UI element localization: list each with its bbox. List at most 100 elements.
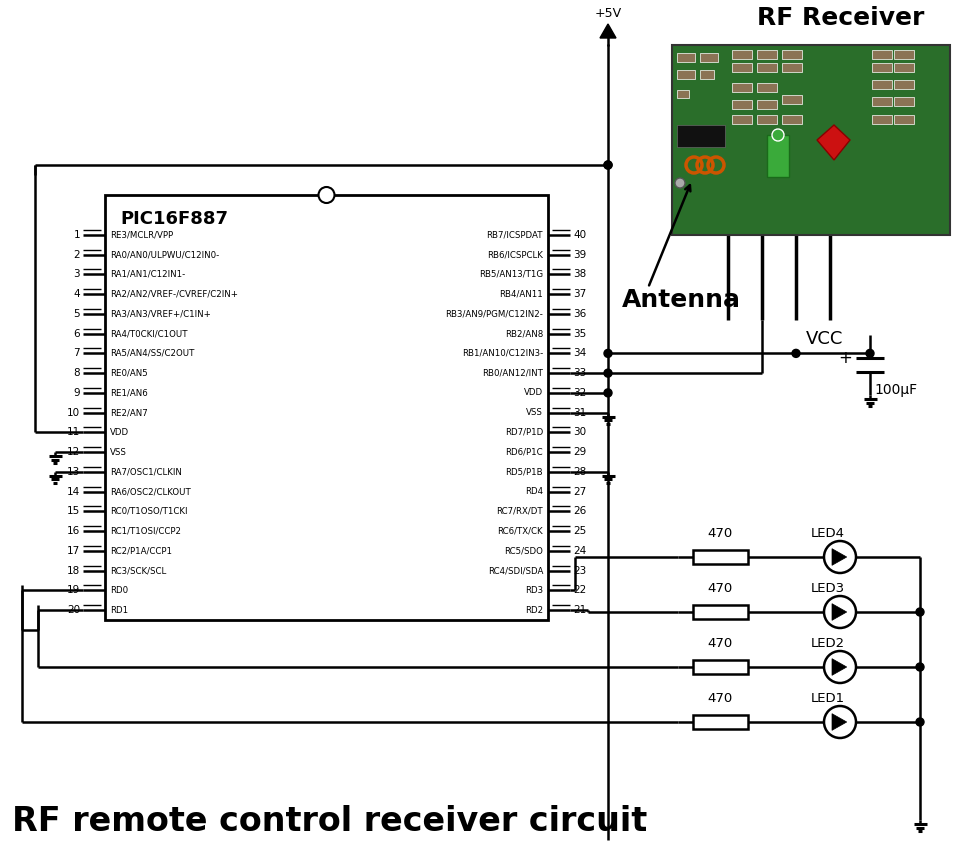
Text: RC2/P1A/CCP1: RC2/P1A/CCP1 xyxy=(110,547,172,555)
Text: 37: 37 xyxy=(573,289,586,299)
Bar xyxy=(782,115,802,124)
Bar xyxy=(732,63,752,72)
Text: 25: 25 xyxy=(573,526,586,536)
Text: LED4: LED4 xyxy=(811,527,845,540)
Text: RB0/AN12/INT: RB0/AN12/INT xyxy=(482,369,543,377)
Text: RB6/ICSPCLK: RB6/ICSPCLK xyxy=(487,250,543,259)
Text: RB1/AN10/C12IN3-: RB1/AN10/C12IN3- xyxy=(462,348,543,358)
Text: 20: 20 xyxy=(67,605,80,615)
Text: RD2: RD2 xyxy=(525,605,543,615)
Text: 35: 35 xyxy=(573,329,586,338)
Bar xyxy=(894,63,914,72)
Bar xyxy=(782,63,802,72)
Text: 22: 22 xyxy=(573,586,586,595)
Text: RD6/P1C: RD6/P1C xyxy=(506,448,543,456)
Text: 21: 21 xyxy=(573,605,586,615)
Text: PIC16F887: PIC16F887 xyxy=(120,210,228,228)
Polygon shape xyxy=(817,125,850,160)
Text: RD3: RD3 xyxy=(525,586,543,595)
Text: RF Receiver: RF Receiver xyxy=(758,6,925,30)
Text: 33: 33 xyxy=(573,368,586,378)
Bar xyxy=(872,80,892,89)
Bar xyxy=(732,115,752,124)
Text: Antenna: Antenna xyxy=(622,288,741,312)
Text: 470: 470 xyxy=(708,637,733,650)
Text: RB7/ICSPDAT: RB7/ICSPDAT xyxy=(486,230,543,240)
Polygon shape xyxy=(600,24,616,38)
Bar xyxy=(757,100,777,109)
Text: 470: 470 xyxy=(708,692,733,705)
Text: RD1: RD1 xyxy=(110,605,128,615)
Text: 26: 26 xyxy=(573,507,586,517)
Circle shape xyxy=(916,663,924,671)
Text: LED3: LED3 xyxy=(810,582,845,595)
Circle shape xyxy=(604,161,612,169)
Circle shape xyxy=(824,706,856,738)
Bar xyxy=(677,70,695,79)
Text: RC0/T1OSO/T1CKI: RC0/T1OSO/T1CKI xyxy=(110,507,187,516)
Text: 19: 19 xyxy=(67,586,80,595)
Text: 13: 13 xyxy=(67,467,80,477)
Text: 4: 4 xyxy=(74,289,80,299)
Text: 30: 30 xyxy=(573,428,586,438)
Bar xyxy=(872,97,892,106)
Text: 12: 12 xyxy=(67,447,80,457)
Circle shape xyxy=(675,178,685,188)
Text: 32: 32 xyxy=(573,388,586,398)
Text: RC3/SCK/SCL: RC3/SCK/SCL xyxy=(110,566,167,575)
Text: 28: 28 xyxy=(573,467,586,477)
Bar xyxy=(693,660,748,674)
Text: RA0/AN0/ULPWU/C12IN0-: RA0/AN0/ULPWU/C12IN0- xyxy=(110,250,220,259)
Bar xyxy=(894,50,914,59)
Text: LED2: LED2 xyxy=(810,637,845,650)
Bar xyxy=(677,53,695,62)
Text: 1: 1 xyxy=(74,230,80,240)
Bar xyxy=(782,50,802,59)
Text: RF remote control receiver circuit: RF remote control receiver circuit xyxy=(12,805,647,838)
Bar xyxy=(732,100,752,109)
Polygon shape xyxy=(832,549,847,565)
Text: +: + xyxy=(838,349,852,367)
Text: 17: 17 xyxy=(67,546,80,556)
Text: 39: 39 xyxy=(573,250,586,259)
Text: 10: 10 xyxy=(67,408,80,417)
Text: RB2/AN8: RB2/AN8 xyxy=(505,329,543,338)
Text: 6: 6 xyxy=(74,329,80,338)
Circle shape xyxy=(916,608,924,616)
Text: +5V: +5V xyxy=(595,7,621,20)
Bar xyxy=(105,195,548,620)
Bar xyxy=(782,95,802,104)
Circle shape xyxy=(916,718,924,726)
Text: 16: 16 xyxy=(67,526,80,536)
Text: RE1/AN6: RE1/AN6 xyxy=(110,388,148,398)
Text: 11: 11 xyxy=(67,428,80,438)
Text: RC7/RX/DT: RC7/RX/DT xyxy=(497,507,543,516)
Text: 38: 38 xyxy=(573,269,586,280)
Bar xyxy=(894,115,914,124)
Text: 5: 5 xyxy=(74,309,80,319)
Text: RB5/AN13/T1G: RB5/AN13/T1G xyxy=(479,270,543,279)
Text: 34: 34 xyxy=(573,348,586,359)
Circle shape xyxy=(318,187,334,203)
Bar xyxy=(767,135,789,177)
Text: VCC: VCC xyxy=(806,331,844,348)
Circle shape xyxy=(824,596,856,628)
Text: 27: 27 xyxy=(573,487,586,496)
Text: 31: 31 xyxy=(573,408,586,417)
Text: RD7/P1D: RD7/P1D xyxy=(505,428,543,437)
Text: RC5/SDO: RC5/SDO xyxy=(504,547,543,555)
Bar xyxy=(894,80,914,89)
Text: RB3/AN9/PGM/C12IN2-: RB3/AN9/PGM/C12IN2- xyxy=(445,309,543,319)
Text: 7: 7 xyxy=(74,348,80,359)
Bar xyxy=(672,45,950,235)
Circle shape xyxy=(824,541,856,573)
Text: RC6/TX/CK: RC6/TX/CK xyxy=(498,527,543,536)
Bar xyxy=(732,50,752,59)
Bar xyxy=(677,125,725,147)
Bar xyxy=(693,605,748,619)
Text: VDD: VDD xyxy=(524,388,543,398)
Bar xyxy=(757,115,777,124)
Text: RD0: RD0 xyxy=(110,586,128,595)
Text: 8: 8 xyxy=(74,368,80,378)
Bar xyxy=(700,53,718,62)
